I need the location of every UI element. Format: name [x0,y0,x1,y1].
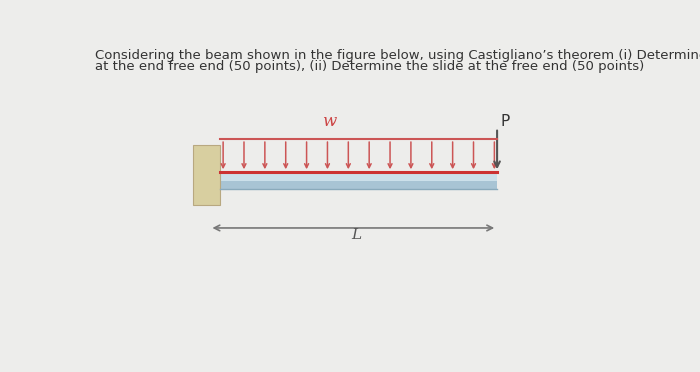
Bar [193,145,220,205]
Bar [220,172,497,181]
Bar [220,181,497,189]
Text: P: P [501,115,510,129]
Text: L: L [351,228,361,242]
Text: w: w [322,113,336,131]
Text: at the end free end (50 points), (ii) Determine the slide at the free end (50 po: at the end free end (50 points), (ii) De… [95,60,644,73]
Text: Considering the beam shown in the figure below, using Castigliano’s theorem (i) : Considering the beam shown in the figure… [95,49,700,62]
